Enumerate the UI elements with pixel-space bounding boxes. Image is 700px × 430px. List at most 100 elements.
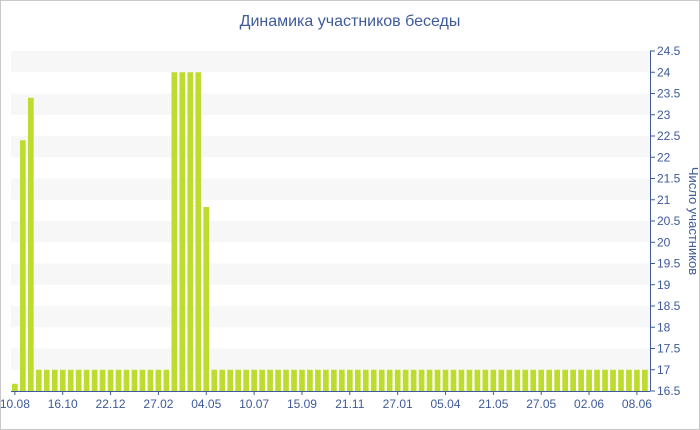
bar[interactable] bbox=[267, 369, 273, 391]
bar[interactable] bbox=[323, 369, 329, 391]
bar[interactable] bbox=[211, 369, 218, 391]
bar[interactable] bbox=[530, 369, 537, 391]
bar[interactable] bbox=[83, 369, 90, 391]
bar[interactable] bbox=[131, 369, 138, 391]
bar[interactable] bbox=[51, 369, 58, 391]
bar[interactable] bbox=[570, 369, 576, 391]
x-tick-label: 16.10 bbox=[48, 397, 78, 411]
bar[interactable] bbox=[482, 369, 489, 391]
bar[interactable] bbox=[634, 369, 640, 391]
bar[interactable] bbox=[19, 140, 26, 391]
bar[interactable] bbox=[626, 369, 632, 391]
bar[interactable] bbox=[506, 369, 513, 391]
y-tick-label: 16.5 bbox=[657, 384, 681, 398]
bar[interactable] bbox=[67, 369, 74, 391]
bar[interactable] bbox=[450, 369, 457, 391]
x-tick-label: 27.05 bbox=[526, 397, 556, 411]
bar[interactable] bbox=[418, 369, 425, 391]
bar[interactable] bbox=[147, 369, 154, 391]
bar[interactable] bbox=[331, 369, 337, 391]
bar[interactable] bbox=[139, 369, 146, 391]
bar[interactable] bbox=[354, 369, 361, 391]
bar[interactable] bbox=[171, 72, 178, 391]
bar[interactable] bbox=[99, 369, 106, 391]
grid-band bbox=[11, 178, 650, 200]
bar[interactable] bbox=[35, 369, 42, 391]
x-tick-label: 15.09 bbox=[287, 397, 317, 411]
y-tick-label: 24 bbox=[657, 65, 671, 79]
bar[interactable] bbox=[12, 383, 18, 391]
bar[interactable] bbox=[107, 369, 114, 391]
bar[interactable] bbox=[410, 369, 417, 391]
bar[interactable] bbox=[275, 369, 281, 391]
bar[interactable] bbox=[370, 369, 377, 391]
bar[interactable] bbox=[219, 369, 226, 391]
bar[interactable] bbox=[179, 72, 186, 391]
bar[interactable] bbox=[27, 97, 34, 391]
bar[interactable] bbox=[235, 369, 242, 391]
bar[interactable] bbox=[338, 369, 345, 391]
bar[interactable] bbox=[259, 369, 265, 391]
bar[interactable] bbox=[386, 369, 393, 391]
bar[interactable] bbox=[378, 369, 385, 391]
bar[interactable] bbox=[163, 369, 170, 391]
bar[interactable] bbox=[346, 369, 353, 391]
bar[interactable] bbox=[498, 369, 505, 391]
bar[interactable] bbox=[434, 369, 441, 391]
bar[interactable] bbox=[562, 369, 569, 391]
y-tick-label: 22.5 bbox=[657, 129, 681, 143]
y-tick-label: 18.5 bbox=[657, 299, 681, 313]
bar[interactable] bbox=[283, 369, 289, 391]
bar[interactable] bbox=[586, 369, 592, 391]
bar[interactable] bbox=[474, 369, 481, 391]
bar[interactable] bbox=[155, 369, 162, 391]
bar[interactable] bbox=[402, 369, 409, 391]
x-tick-label: 21.05 bbox=[478, 397, 508, 411]
bar[interactable] bbox=[59, 369, 66, 391]
bar[interactable] bbox=[490, 369, 497, 391]
grid-band bbox=[11, 51, 650, 73]
bar[interactable] bbox=[618, 369, 624, 391]
bar[interactable] bbox=[426, 369, 433, 391]
grid-bands bbox=[11, 51, 650, 370]
bar[interactable] bbox=[91, 369, 98, 391]
x-tick-label: 08.06 bbox=[622, 397, 652, 411]
bar[interactable] bbox=[458, 369, 465, 391]
bar[interactable] bbox=[307, 369, 313, 391]
bar[interactable] bbox=[43, 369, 50, 391]
bar[interactable] bbox=[123, 369, 130, 391]
bar[interactable] bbox=[514, 369, 521, 391]
bar[interactable] bbox=[610, 369, 616, 391]
bar[interactable] bbox=[195, 72, 202, 391]
bar[interactable] bbox=[203, 206, 210, 391]
bar[interactable] bbox=[251, 369, 257, 391]
bar[interactable] bbox=[315, 369, 321, 391]
bar[interactable] bbox=[394, 369, 401, 391]
bar[interactable] bbox=[227, 369, 234, 391]
bar[interactable] bbox=[578, 369, 584, 391]
bar[interactable] bbox=[602, 369, 608, 391]
grid-band bbox=[11, 136, 650, 158]
bar[interactable] bbox=[466, 369, 473, 391]
bar[interactable] bbox=[522, 369, 529, 391]
bar[interactable] bbox=[538, 369, 545, 391]
bar[interactable] bbox=[243, 369, 250, 391]
bar[interactable] bbox=[554, 369, 561, 391]
bar[interactable] bbox=[442, 369, 449, 391]
y-tick-label: 17 bbox=[657, 363, 671, 377]
bar[interactable] bbox=[115, 369, 122, 391]
bar[interactable] bbox=[299, 369, 305, 391]
bar[interactable] bbox=[642, 369, 648, 391]
bar[interactable] bbox=[594, 369, 600, 391]
y-tick-label: 18 bbox=[657, 320, 671, 334]
bar[interactable] bbox=[362, 369, 369, 391]
bar[interactable] bbox=[187, 72, 194, 391]
y-tick-label: 23 bbox=[657, 108, 671, 122]
x-tick-label: 22.12 bbox=[96, 397, 126, 411]
bar[interactable] bbox=[75, 369, 82, 391]
grid-band bbox=[11, 306, 650, 328]
bar[interactable] bbox=[291, 369, 297, 391]
x-tick-label: 27.02 bbox=[143, 397, 173, 411]
bar[interactable] bbox=[546, 369, 553, 391]
